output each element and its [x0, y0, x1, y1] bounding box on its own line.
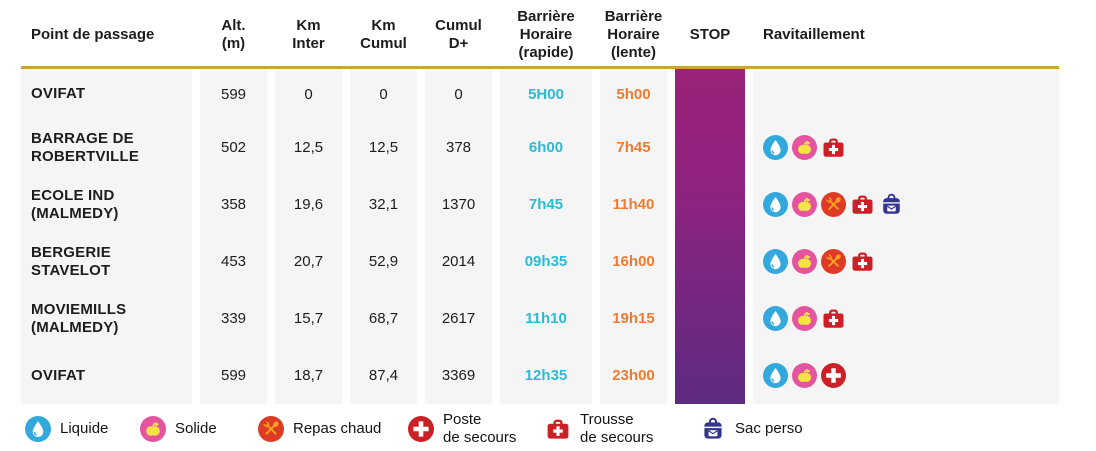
km-cumul-cell: 68,7: [350, 290, 417, 347]
column-header-alt: Alt. (m): [221, 16, 246, 52]
km-inter-cell: 20,7: [275, 233, 342, 290]
ravitaillement-cell: [753, 290, 1059, 347]
liquide-icon: [763, 135, 788, 160]
barriere-rapide-cell: 12h35: [500, 347, 592, 404]
liquide-icon: [763, 363, 788, 388]
ravitaillement-cell: [753, 119, 1059, 176]
checkpoint-name-cell: OVIFAT: [21, 347, 192, 404]
alt-cell: 339: [200, 290, 267, 347]
stop-column-bar: [675, 69, 745, 404]
legend-item-trousse-secours: Trousse de secours: [545, 406, 653, 451]
ravitaillement-cell: [753, 176, 1059, 233]
legend-item-repas-chaud: Repas chaud: [258, 406, 381, 451]
legend-item-poste-secours: Poste de secours: [408, 406, 516, 451]
km-inter-cell: 15,7: [275, 290, 342, 347]
solide-icon: [140, 415, 166, 442]
column-header-barriere_rapide: Barrière Horaire (rapide): [517, 7, 575, 62]
liquide-icon: [763, 192, 788, 217]
table-header-row: Point de passage Alt. (m) Km Inter Km Cumul…: [21, 6, 1059, 66]
alt-cell: 358: [200, 176, 267, 233]
liquide-icon: [25, 415, 51, 442]
solide-icon: [792, 363, 817, 388]
cumul-dplus-cell: 2014: [425, 233, 492, 290]
km-inter-cell: 18,7: [275, 347, 342, 404]
column-header-km_inter: Km Inter: [292, 16, 325, 52]
trousse-secours-icon: [850, 249, 875, 274]
legend-label: Poste de secours: [443, 411, 517, 446]
km-inter-cell: 12,5: [275, 119, 342, 176]
km-cumul-cell: 0: [350, 69, 417, 119]
km-inter-cell: 0: [275, 69, 342, 119]
repas-chaud-icon: [821, 192, 846, 217]
legend-item-solide: Solide: [140, 406, 217, 451]
header-divider-rule: [21, 66, 1059, 69]
ravitaillement-cell: [753, 233, 1059, 290]
liquide-icon: [763, 249, 788, 274]
km-cumul-cell: 87,4: [350, 347, 417, 404]
legend-label: Solide: [175, 419, 217, 437]
sac-perso-icon: [700, 416, 726, 442]
km-cumul-cell: 52,9: [350, 233, 417, 290]
barriere-lente-cell: 5h00: [600, 69, 667, 119]
cumul-dplus-cell: 3369: [425, 347, 492, 404]
ravitaillement-cell: [753, 347, 1059, 404]
solide-icon: [792, 249, 817, 274]
table-body: OVIFAT 599 0 0 0 5H00 5h00 BARRAGE DE ROBERTVIL…: [21, 69, 1059, 404]
solide-icon: [792, 135, 817, 160]
alt-cell: 502: [200, 119, 267, 176]
column-header-km_cumul: Km Cumul: [360, 16, 407, 52]
km-cumul-cell: 32,1: [350, 176, 417, 233]
repas-chaud-icon: [821, 249, 846, 274]
trousse-secours-icon: [545, 416, 571, 442]
legend-label: Liquide: [60, 419, 109, 437]
checkpoint-name-cell: OVIFAT: [21, 69, 192, 119]
barriere-lente-cell: 19h15: [600, 290, 667, 347]
solide-icon: [792, 192, 817, 217]
column-header-cumul_dplus: Cumul D+: [435, 16, 482, 52]
column-header-stop: STOP: [689, 25, 731, 43]
barriere-rapide-cell: 5H00: [500, 69, 592, 119]
barriere-lente-cell: 11h40: [600, 176, 667, 233]
poste-secours-icon: [821, 363, 846, 388]
liquide-icon: [763, 306, 788, 331]
repas-chaud-icon: [258, 415, 284, 442]
barriere-rapide-cell: 7h45: [500, 176, 592, 233]
ravitaillement-cell: [753, 69, 1059, 119]
legend-label: Trousse de secours: [580, 411, 654, 446]
km-cumul-cell: 12,5: [350, 119, 417, 176]
checkpoint-name-cell: ECOLE IND (MALMEDY): [21, 176, 192, 233]
column-header-barriere_lente: Barrière Horaire (lente): [604, 7, 663, 62]
legend-label: Sac perso: [735, 419, 803, 437]
barriere-lente-cell: 16h00: [600, 233, 667, 290]
legend: Liquide Solide Repas chaud Poste de seco…: [0, 406, 1096, 451]
roadbook-table: Point de passage Alt. (m) Km Inter Km Cumul…: [21, 6, 1059, 404]
checkpoint-name-cell: BERGERIE STAVELOT: [21, 233, 192, 290]
barriere-rapide-cell: 6h00: [500, 119, 592, 176]
solide-icon: [792, 306, 817, 331]
legend-item-sac-perso: Sac perso: [700, 406, 803, 451]
trousse-secours-icon: [821, 306, 846, 331]
column-header-name: Point de passage: [31, 25, 155, 43]
cumul-dplus-cell: 378: [425, 119, 492, 176]
checkpoint-name-cell: BARRAGE DE ROBERTVILLE: [21, 119, 192, 176]
column-header-ravitaillement: Ravitaillement: [763, 25, 865, 43]
trousse-secours-icon: [821, 135, 846, 160]
cumul-dplus-cell: 1370: [425, 176, 492, 233]
km-inter-cell: 19,6: [275, 176, 342, 233]
checkpoint-name-cell: MOVIEMILLS (MALMEDY): [21, 290, 192, 347]
cumul-dplus-cell: 0: [425, 69, 492, 119]
alt-cell: 453: [200, 233, 267, 290]
barriere-lente-cell: 23h00: [600, 347, 667, 404]
alt-cell: 599: [200, 347, 267, 404]
poste-secours-icon: [408, 415, 434, 442]
barriere-rapide-cell: 09h35: [500, 233, 592, 290]
trousse-secours-icon: [850, 192, 875, 217]
legend-label: Repas chaud: [293, 419, 382, 437]
alt-cell: 599: [200, 69, 267, 119]
cumul-dplus-cell: 2617: [425, 290, 492, 347]
barriere-rapide-cell: 11h10: [500, 290, 592, 347]
legend-item-liquide: Liquide: [25, 406, 108, 451]
barriere-lente-cell: 7h45: [600, 119, 667, 176]
sac-perso-icon: [879, 192, 904, 217]
